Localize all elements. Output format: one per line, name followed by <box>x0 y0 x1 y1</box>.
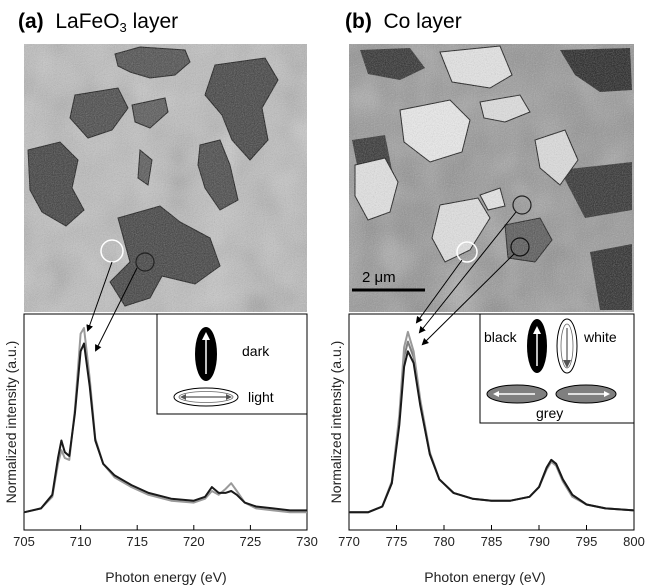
xtick-label: 770 <box>338 534 360 549</box>
plot-b: 770 775 780 785 790 795 800 Normalized intensi… <box>328 211 645 585</box>
panel-b-micrograph: 2 μm <box>349 44 634 312</box>
xtick-label: 780 <box>433 534 455 549</box>
arrow-light-to-curve <box>86 261 113 332</box>
arrow-grey-to-curve <box>418 211 517 334</box>
legend-dark-label: dark <box>242 343 270 359</box>
plot-a-series <box>23 327 307 514</box>
legend-dark-arrowhead-icon <box>202 332 210 340</box>
xtick-label: 705 <box>13 534 35 549</box>
xtick-label: 710 <box>70 534 92 549</box>
panel-b-letter: (b) <box>345 10 372 33</box>
panel-a-title: (a) LaFeO3 layer <box>18 10 178 35</box>
xtick-label: 775 <box>386 534 408 549</box>
marker-circle-black <box>510 237 530 257</box>
scale-bar-label: 2 μm <box>362 269 396 286</box>
panel-a-micrograph <box>24 44 307 312</box>
xtick-label: 790 <box>528 534 550 549</box>
plot-a-xlabel: Photon energy (eV) <box>105 569 226 585</box>
xtick-label: 730 <box>296 534 318 549</box>
xtick-label: 795 <box>576 534 598 549</box>
legend-grey-label: grey <box>536 405 563 421</box>
plot-b-series <box>349 330 635 514</box>
xtick-label: 800 <box>623 534 645 549</box>
series-line-black <box>349 350 635 514</box>
legend-white-label: white <box>583 329 617 345</box>
legend-light-arrowheads-icon <box>180 394 232 400</box>
marker-circle-white <box>456 241 478 263</box>
arrow-dark-to-curve <box>95 267 138 352</box>
panel-a-letter: (a) <box>18 10 44 33</box>
legend-light-label: light <box>248 389 274 405</box>
arrow-white-to-curve <box>415 259 463 324</box>
xtick-label: 715 <box>126 534 148 549</box>
series-line-light <box>23 327 307 514</box>
plot-a-ylabel: Normalized intensity (a.u.) <box>3 341 19 504</box>
plot-a-legend: dark light <box>156 313 308 415</box>
xtick-label: 785 <box>481 534 503 549</box>
plot-b-legend: black white grey <box>479 313 635 424</box>
legend-grey-right-arrowhead-icon <box>604 391 610 397</box>
xtick-label: 725 <box>240 534 262 549</box>
panel-a-title-sub: 3 <box>119 20 127 35</box>
plot-a: 705 710 715 720 725 730 Normalized intensity … <box>3 261 318 585</box>
xtick-label: 720 <box>183 534 205 549</box>
panel-a-title-rest: layer <box>126 10 179 33</box>
legend-black-label: black <box>484 329 518 345</box>
legend-black-arrowhead-icon <box>533 326 541 334</box>
panel-b-title-text: Co layer <box>383 10 462 33</box>
plot-b-legend-box <box>479 313 635 424</box>
legend-white-arrowhead-icon <box>563 360 571 368</box>
panel-b-title: (b) Co layer <box>345 10 462 34</box>
legend-grey-left-arrowhead-icon <box>493 391 499 397</box>
plot-b-ylabel: Normalized intensity (a.u.) <box>328 341 344 504</box>
marker-circle-dark <box>135 252 155 272</box>
plot-b-xticks: 770 775 780 785 790 795 800 <box>338 525 645 549</box>
plot-b-xlabel: Photon energy (eV) <box>424 569 545 585</box>
marker-circle-grey <box>512 195 532 215</box>
series-line-dark <box>23 342 307 514</box>
panel-a-title-main: LaFeO <box>55 10 120 33</box>
plot-a-xticks: 705 710 715 720 725 730 <box>13 525 318 549</box>
arrow-black-to-curve <box>421 253 515 346</box>
